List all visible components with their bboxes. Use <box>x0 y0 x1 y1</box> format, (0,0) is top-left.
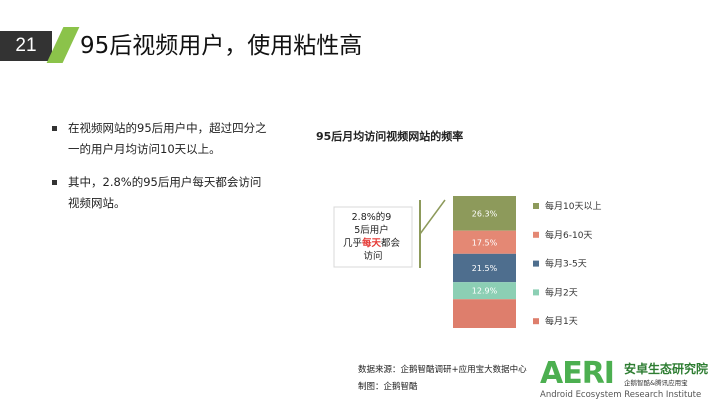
callout-line: 5后用户 <box>354 224 389 236</box>
legend-label: 每月10天以上 <box>545 200 601 212</box>
legend-label: 每月2天 <box>545 286 578 298</box>
bar-segment <box>453 299 516 328</box>
logo-cn-sub: 企鹅智酷&腾讯应用宝 <box>624 379 688 387</box>
legend-swatch <box>533 260 539 267</box>
logo-cn-name: 安卓生态研究院 <box>624 362 709 376</box>
logo-en-name: Android Ecosystem Research Institute <box>540 390 702 400</box>
bar-segment <box>453 230 516 254</box>
callout-line: 访问 <box>363 250 382 262</box>
bullet-text: 在视频网站的95后用户中，超过四分之一的用户月均访问10天以上。 <box>68 121 267 156</box>
chart-title: 95后月均访问视频网站的频率 <box>316 130 464 143</box>
bullet-text: 其中，2.8%的95后用户每天都会访问视频网站。 <box>68 175 262 210</box>
bar-segment <box>453 282 516 300</box>
legend-label: 每月6-10天 <box>545 229 592 241</box>
data-source-text: 数据来源：企鹅智酷调研+应用宝大数据中心 <box>358 365 527 375</box>
logo-mark: AERI <box>540 356 615 391</box>
callout-text: 2.8%的9 5后用户 几乎每天都会 访问 <box>343 211 403 262</box>
legend-swatch <box>533 318 539 325</box>
aeri-logo: AERI 安卓生态研究院 企鹅智酷&腾讯应用宝 Android Ecosyste… <box>540 358 720 405</box>
legend-swatch <box>533 231 539 238</box>
bar-segment <box>453 196 516 231</box>
data-label: 12.9% <box>472 287 498 296</box>
callout-line: 2.8%的9 <box>352 211 392 223</box>
callout-box <box>333 206 413 268</box>
callout: 2.8%的9 5后用户 几乎每天都会 访问 <box>333 199 446 268</box>
bullet-square-icon <box>52 180 57 185</box>
bullet-list: 在视频网站的95后用户中，超过四分之一的用户月均访问10天以上。 其中，2.8%… <box>52 118 267 226</box>
data-label: 26.3% <box>472 209 498 218</box>
page-number: 21 <box>0 31 52 61</box>
slide-title: 95后视频用户，使用粘性高 <box>80 33 363 59</box>
data-label: 21.5% <box>472 264 498 273</box>
made-by-text: 制图：企鹅智酷 <box>358 382 418 392</box>
legend-swatch <box>533 203 539 209</box>
data-label: 17.5% <box>472 238 498 247</box>
callout-line: 几乎每天都会 <box>343 237 401 249</box>
bar-segment <box>453 253 516 283</box>
legend-label: 每月1天 <box>545 315 578 327</box>
source-note: 数据来源：企鹅智酷调研+应用宝大数据中心 制图：企鹅智酷 <box>358 362 527 396</box>
bullet-square-icon <box>52 126 57 131</box>
bullet-item: 在视频网站的95后用户中，超过四分之一的用户月均访问10天以上。 <box>52 118 267 160</box>
stacked-bar: 26.3% 17.5% 21.5% 12.9% <box>453 196 516 328</box>
legend-swatch <box>533 289 539 296</box>
bullet-item: 其中，2.8%的95后用户每天都会访问视频网站。 <box>52 172 267 214</box>
legend-label: 每月3-5天 <box>545 258 587 270</box>
callout-pointer <box>419 199 446 235</box>
